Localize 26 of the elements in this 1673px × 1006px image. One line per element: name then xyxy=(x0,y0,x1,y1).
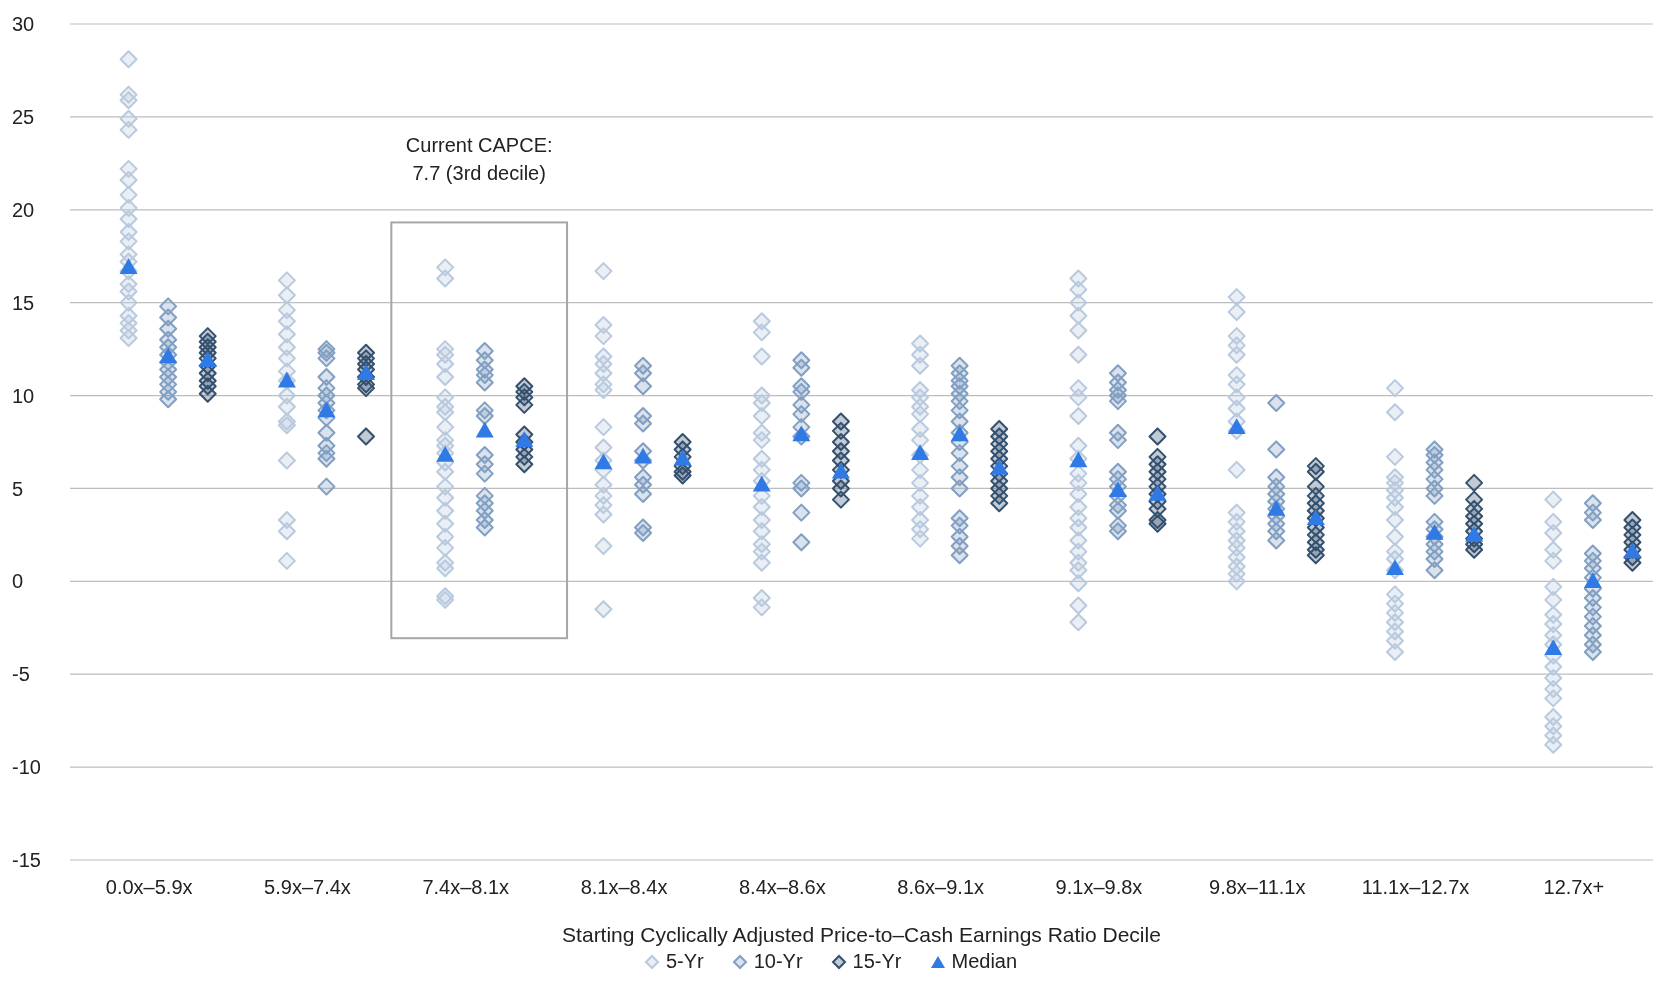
y-tick-label: -15 xyxy=(12,849,41,872)
x-tick-label: 8.4x–8.6x xyxy=(738,876,826,899)
y-tick-label: 25 xyxy=(12,105,35,128)
y-tick-label: 5 xyxy=(12,477,24,500)
x-tick-label: 0.0x–5.9x xyxy=(105,876,193,899)
legend-label: 10-Yr xyxy=(753,950,803,973)
y-tick-label: -5 xyxy=(12,663,30,686)
legend-label: Median xyxy=(951,950,1018,973)
annotation: Current CAPCE: 7.7 (3rd decile) xyxy=(405,134,553,185)
y-tick-label: 10 xyxy=(12,384,35,407)
y-tick-label: 30 xyxy=(12,13,35,36)
y-tick-label: -10 xyxy=(12,756,41,779)
x-tick-label: 5.9x–7.4x xyxy=(264,876,351,899)
y-tick-label: 0 xyxy=(12,570,24,593)
legend-label: 5-Yr xyxy=(665,950,704,973)
x-tick-label: 11.1x–12.7x xyxy=(1361,876,1470,899)
legend-label: 15-Yr xyxy=(852,950,902,973)
y-tick-label: 20 xyxy=(12,198,35,221)
y-tick-label: 15 xyxy=(12,291,35,314)
x-tick-label: 8.6x–9.1x xyxy=(897,876,985,899)
x-tick-label: 9.8x–11.1x xyxy=(1209,876,1306,899)
x-tick-label: 9.1x–9.8x xyxy=(1055,876,1143,899)
x-tick-label: 8.1x–8.4x xyxy=(580,876,668,899)
x-tick-label: 7.4x–8.1x xyxy=(422,876,510,899)
x-axis-title: Starting Cyclically Adjusted Price-to–Cash Earnings Ratio Decile xyxy=(562,923,1161,946)
x-tick-label: 12.7x+ xyxy=(1543,876,1605,899)
